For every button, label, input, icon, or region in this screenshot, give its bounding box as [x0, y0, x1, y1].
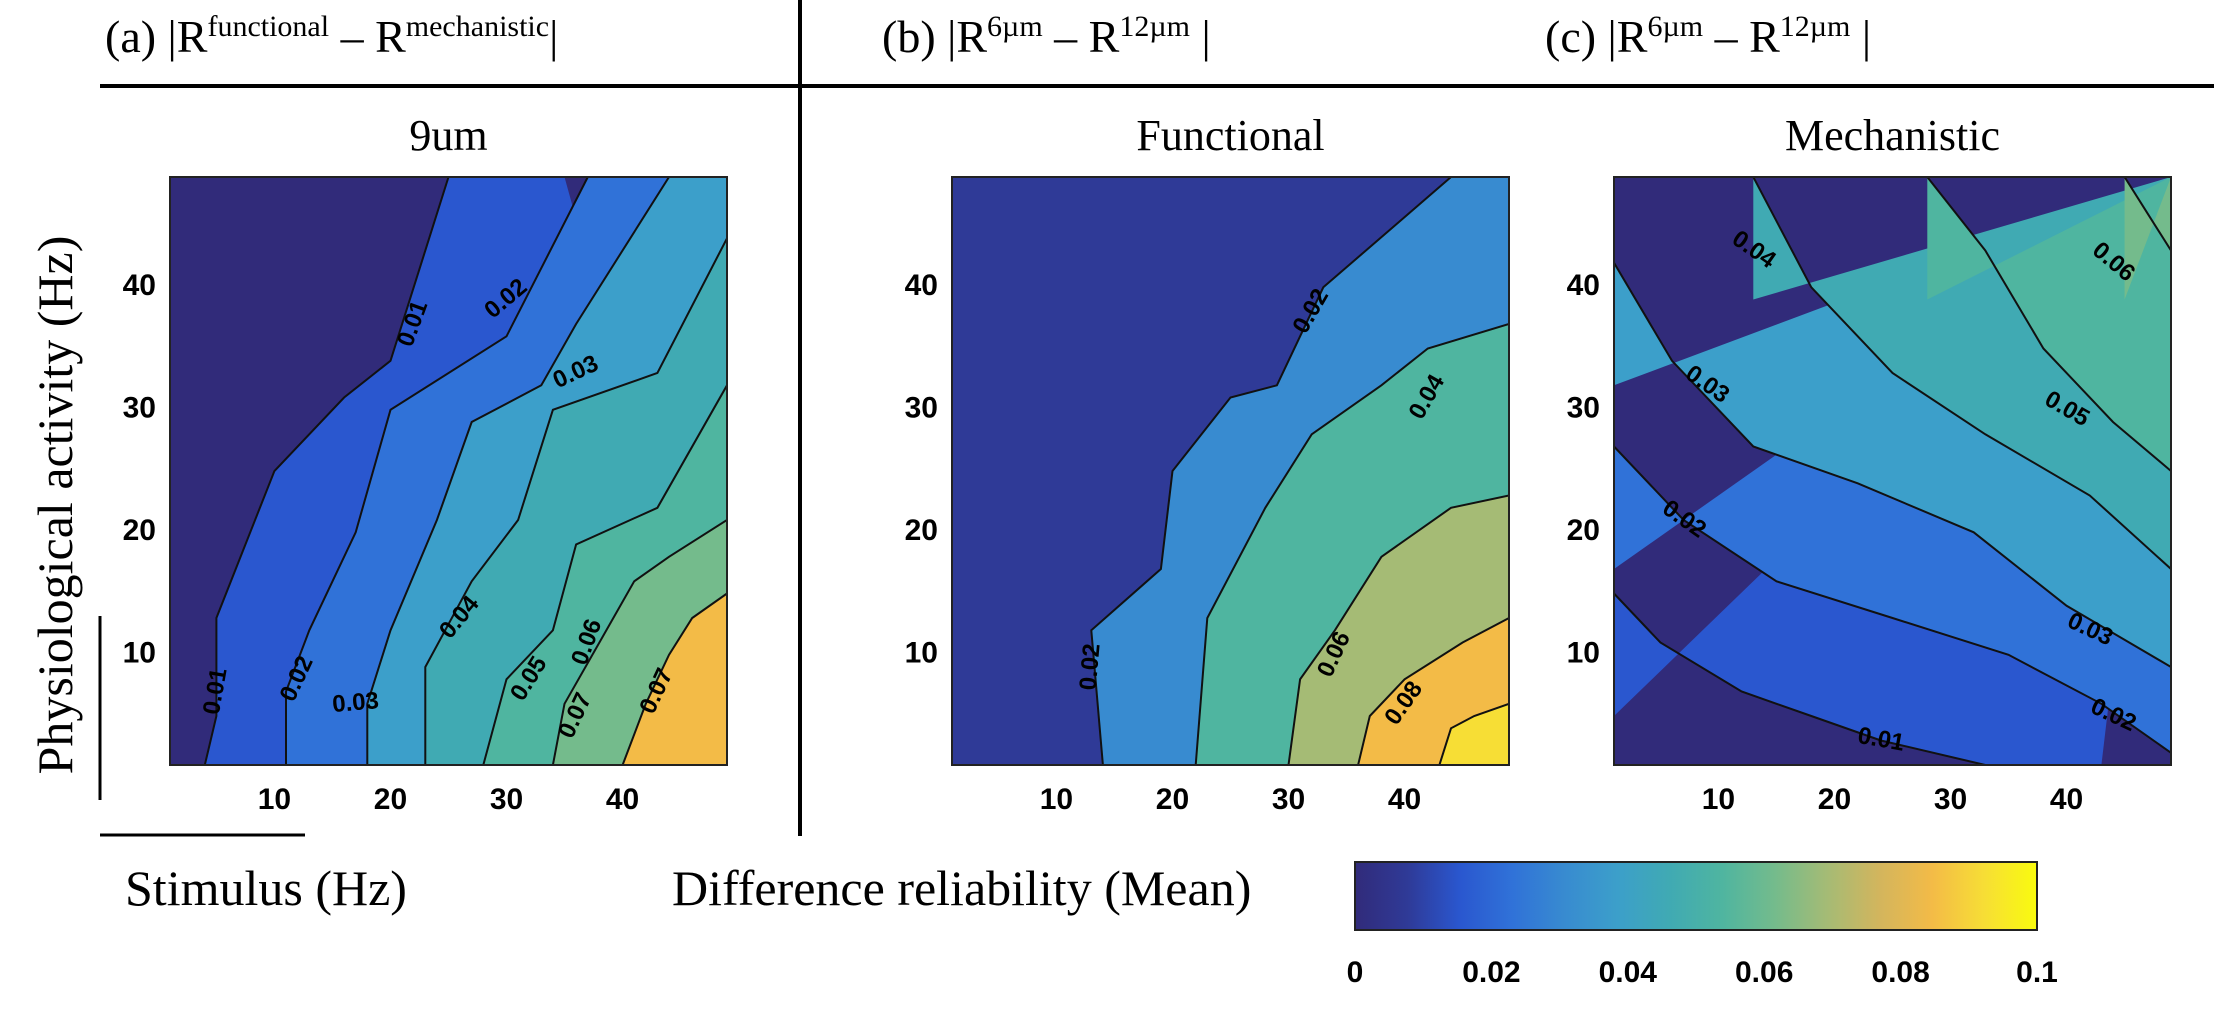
y-tick-label: 10 [123, 637, 156, 670]
y-tick-label: 30 [123, 392, 156, 425]
panel-title: 9um [409, 111, 487, 160]
y-tick-label: 40 [1567, 269, 1600, 302]
colorbar-tick-label: 0.04 [1599, 956, 1658, 989]
panel-fill: 0.040.030.020.010.020.030.050.06 [1614, 177, 2171, 765]
contour-line-0.06 [1287, 494, 1509, 765]
y-tick-label: 20 [1567, 514, 1600, 547]
contour-line-0.05 [482, 384, 727, 765]
y-axis-label: Physiological activity (Hz) [27, 236, 83, 775]
colorbar-label: Difference reliability (Mean) [672, 860, 1251, 916]
contour-line-0.05 [1926, 177, 2171, 472]
plot-frame [1613, 176, 2172, 766]
colorbar-tick-label: 0.06 [1735, 956, 1793, 989]
band-0.05 [1927, 177, 2171, 471]
y-tick-label: 10 [905, 637, 938, 670]
band-0.06 [2124, 177, 2171, 300]
x-tick-label: 10 [258, 783, 291, 816]
header-a: (a) |Rfunctional – Rmechanistic| [105, 10, 558, 62]
band-0.09 [1439, 703, 1509, 765]
y-tick-label: 10 [1567, 637, 1600, 670]
contour-line-0.03 [366, 177, 670, 765]
panels: 0.01 0.02 0.030.040.050.060.07 0.070.01 0.02… [123, 111, 2172, 816]
x-tick-label: 30 [490, 783, 523, 816]
header-c: (c) |R6µm – R12µm | [1545, 10, 1871, 62]
y-tick-label: 20 [905, 514, 938, 547]
panel-fill: 0.020.020.040.060.08 [952, 177, 1509, 765]
x-tick-label: 10 [1040, 783, 1073, 816]
colorbar-tick-label: 0.08 [1871, 956, 1929, 989]
contour-line-0.07 [621, 592, 727, 765]
panel-title: Mechanistic [1785, 111, 2000, 160]
y-tick-label: 20 [123, 514, 156, 547]
contour-line-0.09 [1438, 702, 1509, 765]
y-tick-label: 30 [905, 392, 938, 425]
colorbar: 0 0.02 0.04 0.06 0.08 0.1 [1347, 861, 2058, 989]
band-0.07 [622, 593, 727, 765]
contour-line-0.02 [1614, 445, 2171, 754]
x-axis-label: Stimulus (Hz) [125, 860, 407, 916]
y-tick-label: 40 [123, 269, 156, 302]
contour-line-0.08 [1357, 617, 1509, 765]
panel-title: Functional [1136, 111, 1324, 160]
colorbar-tick-label: 0 [1347, 956, 1364, 989]
x-tick-label: 10 [1702, 783, 1735, 816]
panel-3: 0.040.030.020.010.020.030.050.06 Mechanis… [1567, 111, 2172, 816]
header-b: (b) |R6µm – R12µm | [882, 10, 1211, 62]
plot-frame [169, 176, 728, 766]
colorbar-tick-label: 0.1 [2016, 956, 2058, 989]
contour-line-0.04 [424, 237, 727, 765]
x-tick-label: 20 [374, 783, 407, 816]
contour-line-0.03 [1614, 262, 2171, 668]
y-tick-label: 40 [905, 269, 938, 302]
contour-line-0.04 [1752, 177, 2171, 570]
panel-2: 0.020.020.040.060.08 Functional 10 20 30 40 10… [905, 111, 1510, 816]
panel-fill: 0.01 0.02 0.030.040.050.060.07 0.070.01 0.02… [170, 177, 727, 765]
x-tick-label: 20 [1818, 783, 1851, 816]
panel-1: 0.01 0.02 0.030.040.050.060.07 0.070.01 0.02… [123, 111, 728, 816]
contour-line-0.01 [203, 177, 450, 765]
colorbar-tick-label: 0.02 [1462, 956, 1520, 989]
x-tick-label: 40 [606, 783, 639, 816]
plot-frame [951, 176, 1510, 766]
contour-line-0.04 [1194, 323, 1509, 765]
x-tick-label: 40 [2050, 783, 2083, 816]
contour-line-0.01 [1614, 592, 1986, 765]
x-tick-label: 20 [1156, 783, 1189, 816]
contour-line-0.06 [551, 519, 727, 765]
x-tick-label: 30 [1272, 783, 1305, 816]
contour-line-0.02 [285, 177, 589, 765]
x-tick-label: 30 [1934, 783, 1967, 816]
x-tick-label: 40 [1388, 783, 1421, 816]
contour-label: 0.03 [331, 687, 380, 718]
y-tick-label: 30 [1567, 392, 1600, 425]
contour-line-0.06 [2123, 177, 2171, 252]
contour-label: 0.02 [1075, 642, 1106, 691]
colorbar-gradient [1354, 861, 2038, 931]
contour-line-0.02 [1090, 177, 1452, 765]
